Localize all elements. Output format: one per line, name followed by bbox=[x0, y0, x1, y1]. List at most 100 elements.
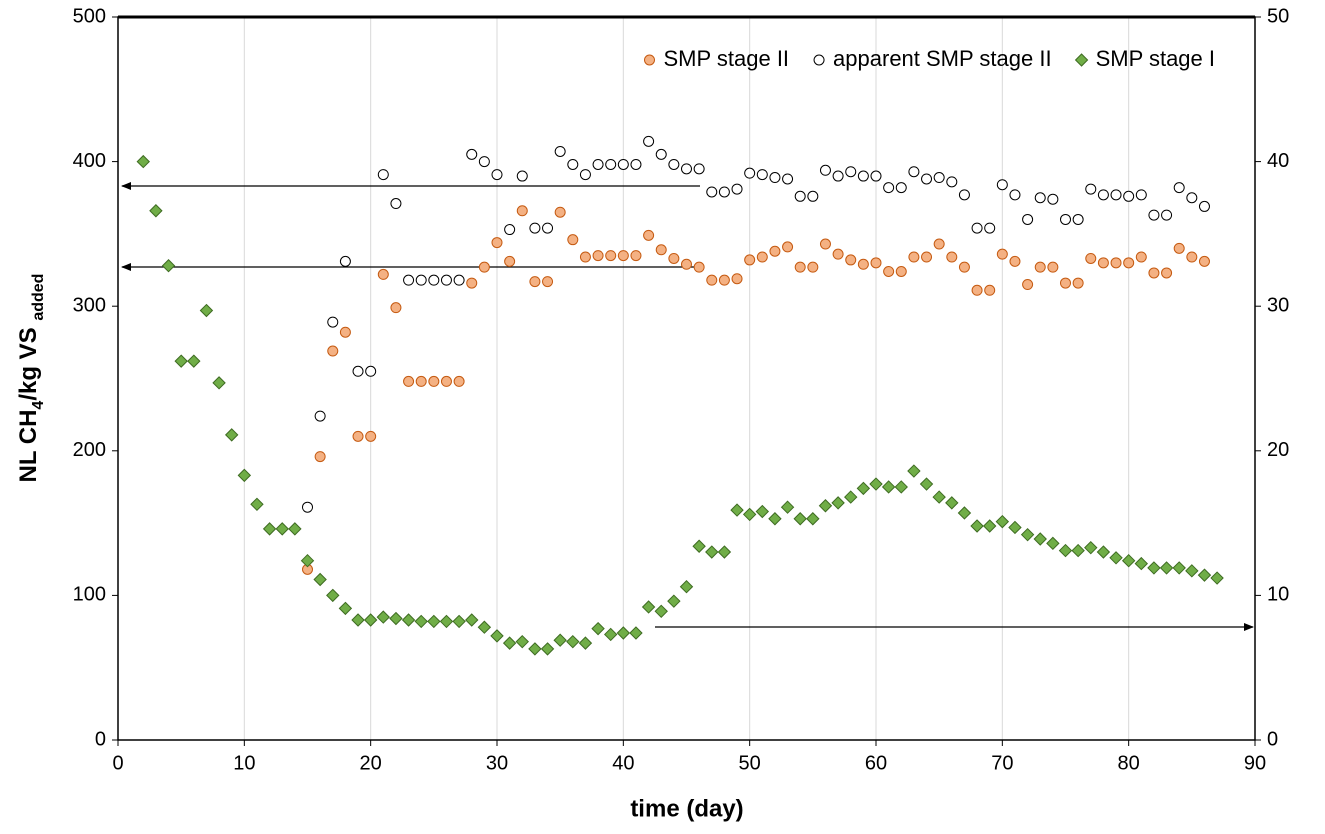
point bbox=[1134, 556, 1149, 571]
point bbox=[351, 613, 365, 627]
point bbox=[1110, 189, 1122, 201]
point bbox=[466, 277, 478, 289]
point bbox=[579, 169, 591, 181]
point bbox=[389, 611, 403, 626]
point bbox=[529, 222, 541, 234]
point bbox=[427, 614, 441, 629]
point bbox=[921, 173, 933, 185]
point bbox=[668, 158, 680, 170]
point bbox=[681, 163, 692, 175]
point bbox=[1096, 545, 1111, 559]
point bbox=[603, 627, 618, 642]
point bbox=[832, 248, 844, 260]
y-tick-label: 200 bbox=[73, 439, 106, 461]
point bbox=[453, 274, 465, 286]
point bbox=[199, 303, 214, 318]
point bbox=[630, 250, 642, 262]
point bbox=[605, 158, 617, 170]
point bbox=[881, 480, 896, 494]
point bbox=[984, 222, 996, 234]
point bbox=[731, 273, 743, 285]
x-tick-label: 60 bbox=[865, 752, 887, 774]
point bbox=[515, 634, 529, 649]
point bbox=[1085, 183, 1097, 195]
point bbox=[1058, 543, 1073, 558]
point bbox=[1161, 209, 1173, 221]
x-tick-label: 30 bbox=[486, 752, 508, 774]
point bbox=[895, 182, 907, 194]
point bbox=[908, 251, 920, 263]
point bbox=[755, 504, 770, 519]
point bbox=[415, 375, 427, 387]
x-tick-label: 50 bbox=[739, 752, 761, 774]
point bbox=[1020, 527, 1035, 542]
point bbox=[414, 614, 428, 629]
point bbox=[832, 170, 844, 182]
point bbox=[224, 428, 239, 442]
legend-label: apparent SMP stage II bbox=[833, 46, 1052, 71]
point bbox=[579, 251, 591, 263]
point bbox=[554, 145, 566, 157]
point bbox=[440, 375, 452, 387]
point bbox=[718, 186, 730, 198]
point bbox=[1135, 189, 1147, 201]
point bbox=[1008, 520, 1022, 535]
point bbox=[477, 620, 492, 634]
point bbox=[567, 234, 579, 246]
point bbox=[439, 614, 454, 629]
point bbox=[1084, 540, 1098, 555]
point bbox=[390, 302, 402, 314]
point bbox=[339, 255, 351, 267]
point bbox=[730, 503, 744, 517]
point bbox=[352, 430, 364, 442]
point bbox=[1033, 532, 1047, 546]
point bbox=[706, 274, 718, 286]
y-tick-label: 400 bbox=[73, 150, 106, 172]
point bbox=[1072, 213, 1084, 225]
x-tick-label: 90 bbox=[1244, 752, 1266, 774]
point bbox=[352, 365, 364, 377]
point bbox=[1173, 242, 1185, 254]
point bbox=[542, 276, 554, 288]
point bbox=[591, 621, 605, 636]
point bbox=[1022, 279, 1034, 291]
point bbox=[365, 430, 377, 442]
point bbox=[932, 490, 946, 504]
point bbox=[946, 251, 958, 263]
point bbox=[314, 410, 326, 422]
point bbox=[693, 163, 705, 175]
point bbox=[390, 198, 402, 210]
point bbox=[237, 468, 252, 483]
point bbox=[1186, 251, 1198, 263]
point bbox=[643, 229, 655, 241]
point bbox=[415, 274, 427, 286]
point bbox=[187, 354, 201, 368]
legend-marker bbox=[813, 54, 825, 66]
point bbox=[1046, 536, 1060, 551]
point bbox=[1135, 251, 1147, 263]
point bbox=[780, 500, 795, 514]
point bbox=[870, 257, 882, 269]
point bbox=[1009, 255, 1021, 267]
point bbox=[1161, 267, 1173, 279]
x-tick-label: 0 bbox=[112, 752, 123, 774]
point bbox=[679, 580, 694, 594]
point bbox=[895, 265, 907, 277]
point bbox=[630, 158, 642, 170]
y2-tick-label: 10 bbox=[1267, 584, 1289, 606]
point bbox=[769, 245, 781, 257]
point bbox=[870, 170, 882, 182]
point bbox=[1109, 551, 1123, 565]
point bbox=[327, 345, 339, 357]
point bbox=[782, 173, 794, 185]
point bbox=[592, 158, 604, 170]
point bbox=[1060, 213, 1071, 225]
point bbox=[1097, 257, 1109, 269]
point bbox=[212, 376, 226, 390]
point bbox=[693, 261, 705, 273]
point bbox=[1072, 277, 1084, 289]
grid bbox=[117, 17, 1256, 740]
point bbox=[1047, 193, 1059, 205]
point bbox=[957, 506, 972, 520]
y2-tick-label: 0 bbox=[1267, 728, 1278, 750]
